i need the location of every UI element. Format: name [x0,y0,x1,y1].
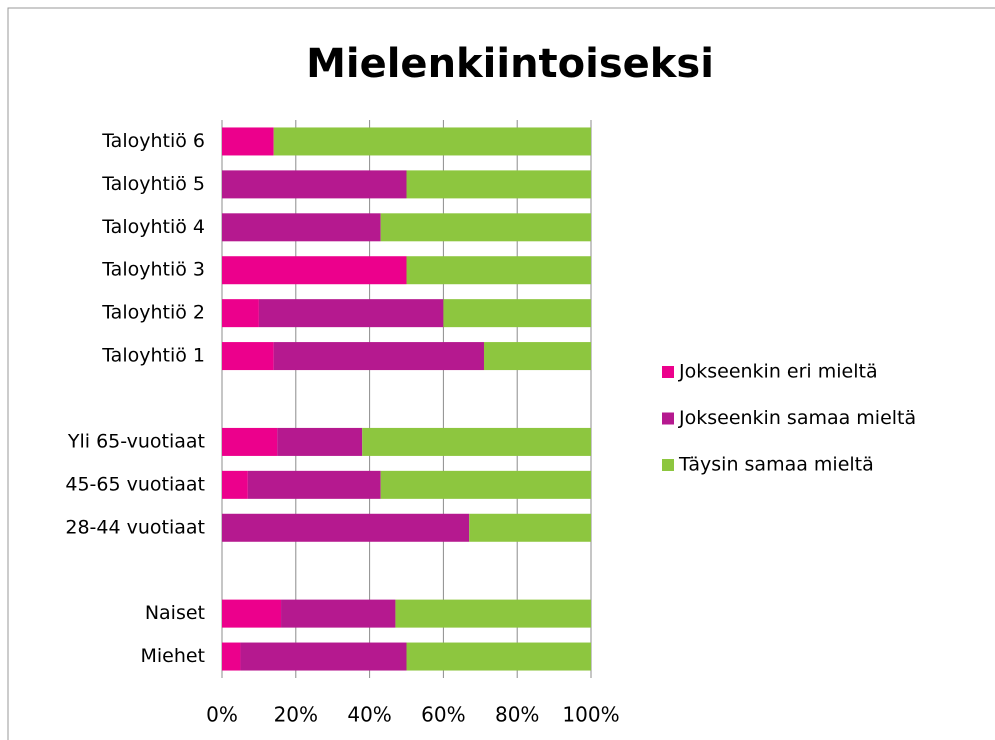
x-tick-label: 40% [347,703,391,727]
legend-swatch [662,412,674,425]
bar [247,470,381,499]
bar [406,170,591,199]
bar [273,342,484,371]
legend-swatch [662,459,674,471]
y-tick-label: Taloyhtiö 3 [101,259,205,281]
x-tick-label: 60% [421,703,465,727]
bar [240,642,407,671]
y-tick-label: Taloyhtiö 6 [101,130,205,152]
bar [222,599,282,628]
x-tick-label: 0% [206,703,238,727]
bar [222,127,274,156]
bar [277,427,363,456]
y-tick-label: Taloyhtiö 5 [101,173,205,195]
y-tick-label: 45-65 vuotiaat [65,473,205,495]
bar [380,470,591,499]
y-tick-label: 28-44 vuotiaat [65,516,205,538]
bar [222,170,407,199]
bar [362,427,591,456]
bar [406,642,591,671]
chart-title: Mielenkiintoiseksi [306,41,714,87]
legend-label: Täysin samaa mieltä [678,454,874,476]
bar [380,213,591,242]
bar [222,213,381,242]
y-tick-label: Taloyhtiö 1 [101,345,205,367]
bar [469,513,591,542]
bar [406,256,591,285]
bar [222,256,407,285]
y-tick-label: Taloyhtiö 2 [101,302,205,324]
bar [222,513,470,542]
bar [281,599,396,628]
x-tick-label: 80% [495,703,539,727]
bar [273,127,591,156]
bar [222,470,248,499]
bar [395,599,591,628]
bar [222,642,241,671]
bar [222,427,278,456]
bar [443,299,591,328]
y-tick-label: Naiset [145,602,205,624]
bar [222,299,259,328]
y-tick-label: Yli 65-vuotiaat [67,430,205,452]
y-tick-label: Taloyhtiö 4 [101,216,205,238]
x-tick-label: 20% [274,703,318,727]
bar [483,342,591,371]
x-tick-label: 100% [562,703,619,727]
legend-label: Jokseenkin samaa mieltä [678,407,916,429]
y-tick-label: Miehet [140,645,205,667]
legend-label: Jokseenkin eri mieltä [678,361,878,383]
bar [258,299,444,328]
bar [222,342,274,371]
legend-swatch [662,366,674,378]
